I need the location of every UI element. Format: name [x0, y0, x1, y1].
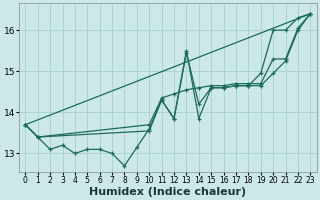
X-axis label: Humidex (Indice chaleur): Humidex (Indice chaleur) [89, 187, 246, 197]
